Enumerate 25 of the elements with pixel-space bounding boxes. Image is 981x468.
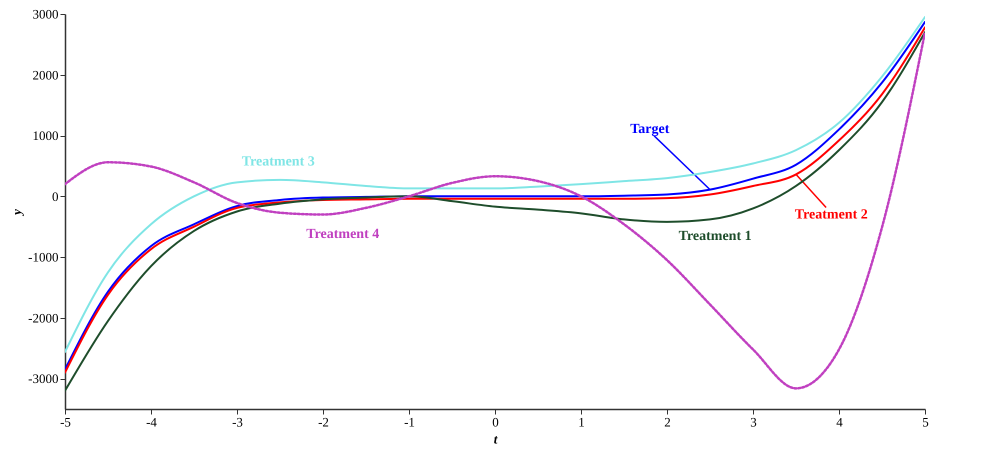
y-tick-label: -2000: [28, 310, 58, 326]
x-tick-label: 4: [836, 414, 844, 430]
y-tick-label: 3000: [32, 6, 58, 22]
y-tick-label: -1000: [28, 250, 58, 265]
y-tick-label: 2000: [32, 67, 58, 82]
x-tick-label: -3: [232, 414, 243, 430]
x-tick-label: 1: [578, 414, 585, 430]
x-tick-label: 0: [492, 414, 499, 430]
series-label: Treatment 4: [306, 226, 380, 242]
series-label: Treatment 1: [678, 228, 752, 244]
legend-label: Treatment 2: [794, 208, 868, 223]
x-tick-label: 2: [664, 414, 671, 430]
y-tick-label: -3000: [28, 371, 58, 386]
series-label: Treatment 3: [242, 154, 315, 170]
x-tick-label: 3: [750, 414, 757, 430]
x-tick-label: 5: [922, 414, 929, 430]
x-axis-title: t: [494, 432, 498, 446]
y-axis-title: y: [9, 208, 24, 217]
x-tick-label: -4: [146, 414, 158, 430]
y-tick-label: 1000: [32, 128, 58, 144]
x-tick-label: -1: [404, 414, 415, 430]
y-tick-label: 0: [52, 188, 58, 204]
text: Target: [630, 122, 670, 137]
x-tick-label: -5: [60, 414, 71, 430]
x-tick-label: -2: [318, 414, 329, 430]
